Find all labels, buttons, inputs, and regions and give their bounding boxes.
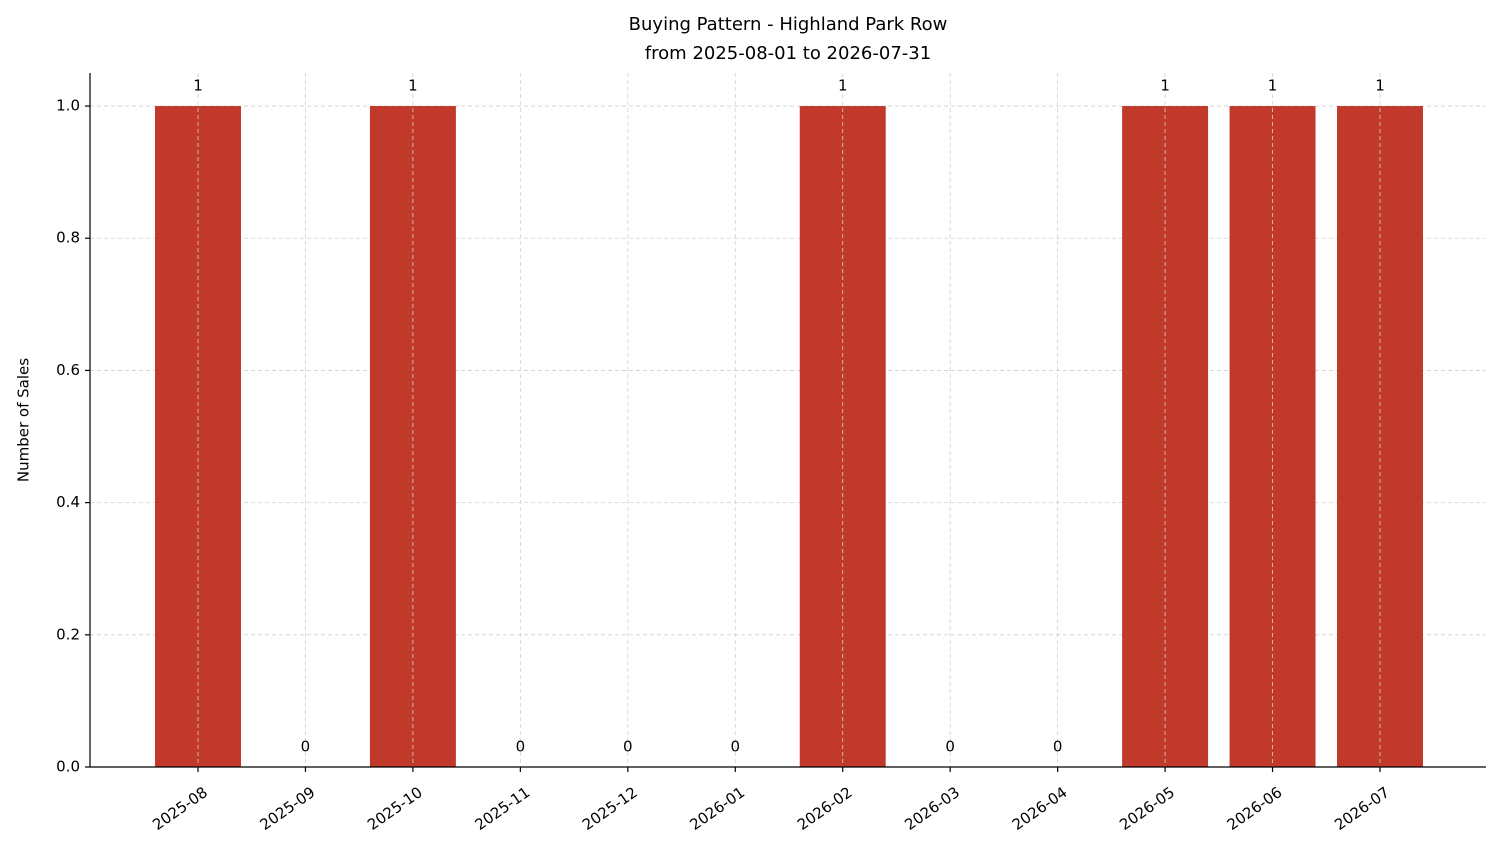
data-label: 0 (623, 738, 633, 756)
data-label: 0 (730, 738, 740, 756)
data-label: 1 (408, 77, 418, 95)
y-tick-label: 1.0 (56, 97, 80, 115)
y-axis-label: Number of Sales (15, 358, 33, 482)
y-tick-label: 0.4 (56, 493, 80, 511)
data-label: 1 (838, 77, 848, 95)
bar (155, 106, 241, 768)
x-tick-label: 2025-08 (149, 783, 211, 834)
data-label: 1 (1375, 77, 1385, 95)
chart-title: Buying Pattern - Highland Park Row (629, 14, 948, 35)
data-label: 0 (301, 738, 311, 756)
x-tick-label: 2025-12 (579, 783, 641, 834)
x-tick-label: 2026-02 (794, 783, 856, 834)
x-tick-label: 2026-07 (1331, 783, 1393, 834)
y-tick-label: 0.8 (56, 229, 80, 247)
data-label: 1 (193, 77, 203, 95)
bar (1337, 106, 1423, 768)
data-label: 0 (516, 738, 526, 756)
data-label: 0 (945, 738, 955, 756)
x-tick-label: 2026-03 (901, 783, 963, 834)
x-tick-label: 2025-11 (472, 783, 534, 834)
data-label: 0 (1053, 738, 1063, 756)
data-label: 1 (1268, 77, 1278, 95)
x-tick-label: 2025-09 (257, 783, 319, 834)
bar (1122, 106, 1209, 768)
data-label: 1 (1160, 77, 1170, 95)
bar (1229, 106, 1316, 768)
y-tick-label: 0.6 (56, 361, 80, 379)
x-tick-label: 2026-04 (1009, 783, 1071, 834)
bar (369, 106, 456, 768)
x-tick-label: 2025-10 (364, 783, 426, 834)
bar (799, 106, 886, 768)
y-tick-label: 0.2 (56, 625, 80, 643)
x-tick-label: 2026-05 (1116, 783, 1178, 834)
x-tick-label: 2026-06 (1224, 783, 1286, 834)
chart-subtitle: from 2025-08-01 to 2026-07-31 (645, 43, 931, 64)
x-tick-label: 2026-01 (686, 783, 748, 834)
y-tick-label: 0.0 (56, 758, 80, 776)
